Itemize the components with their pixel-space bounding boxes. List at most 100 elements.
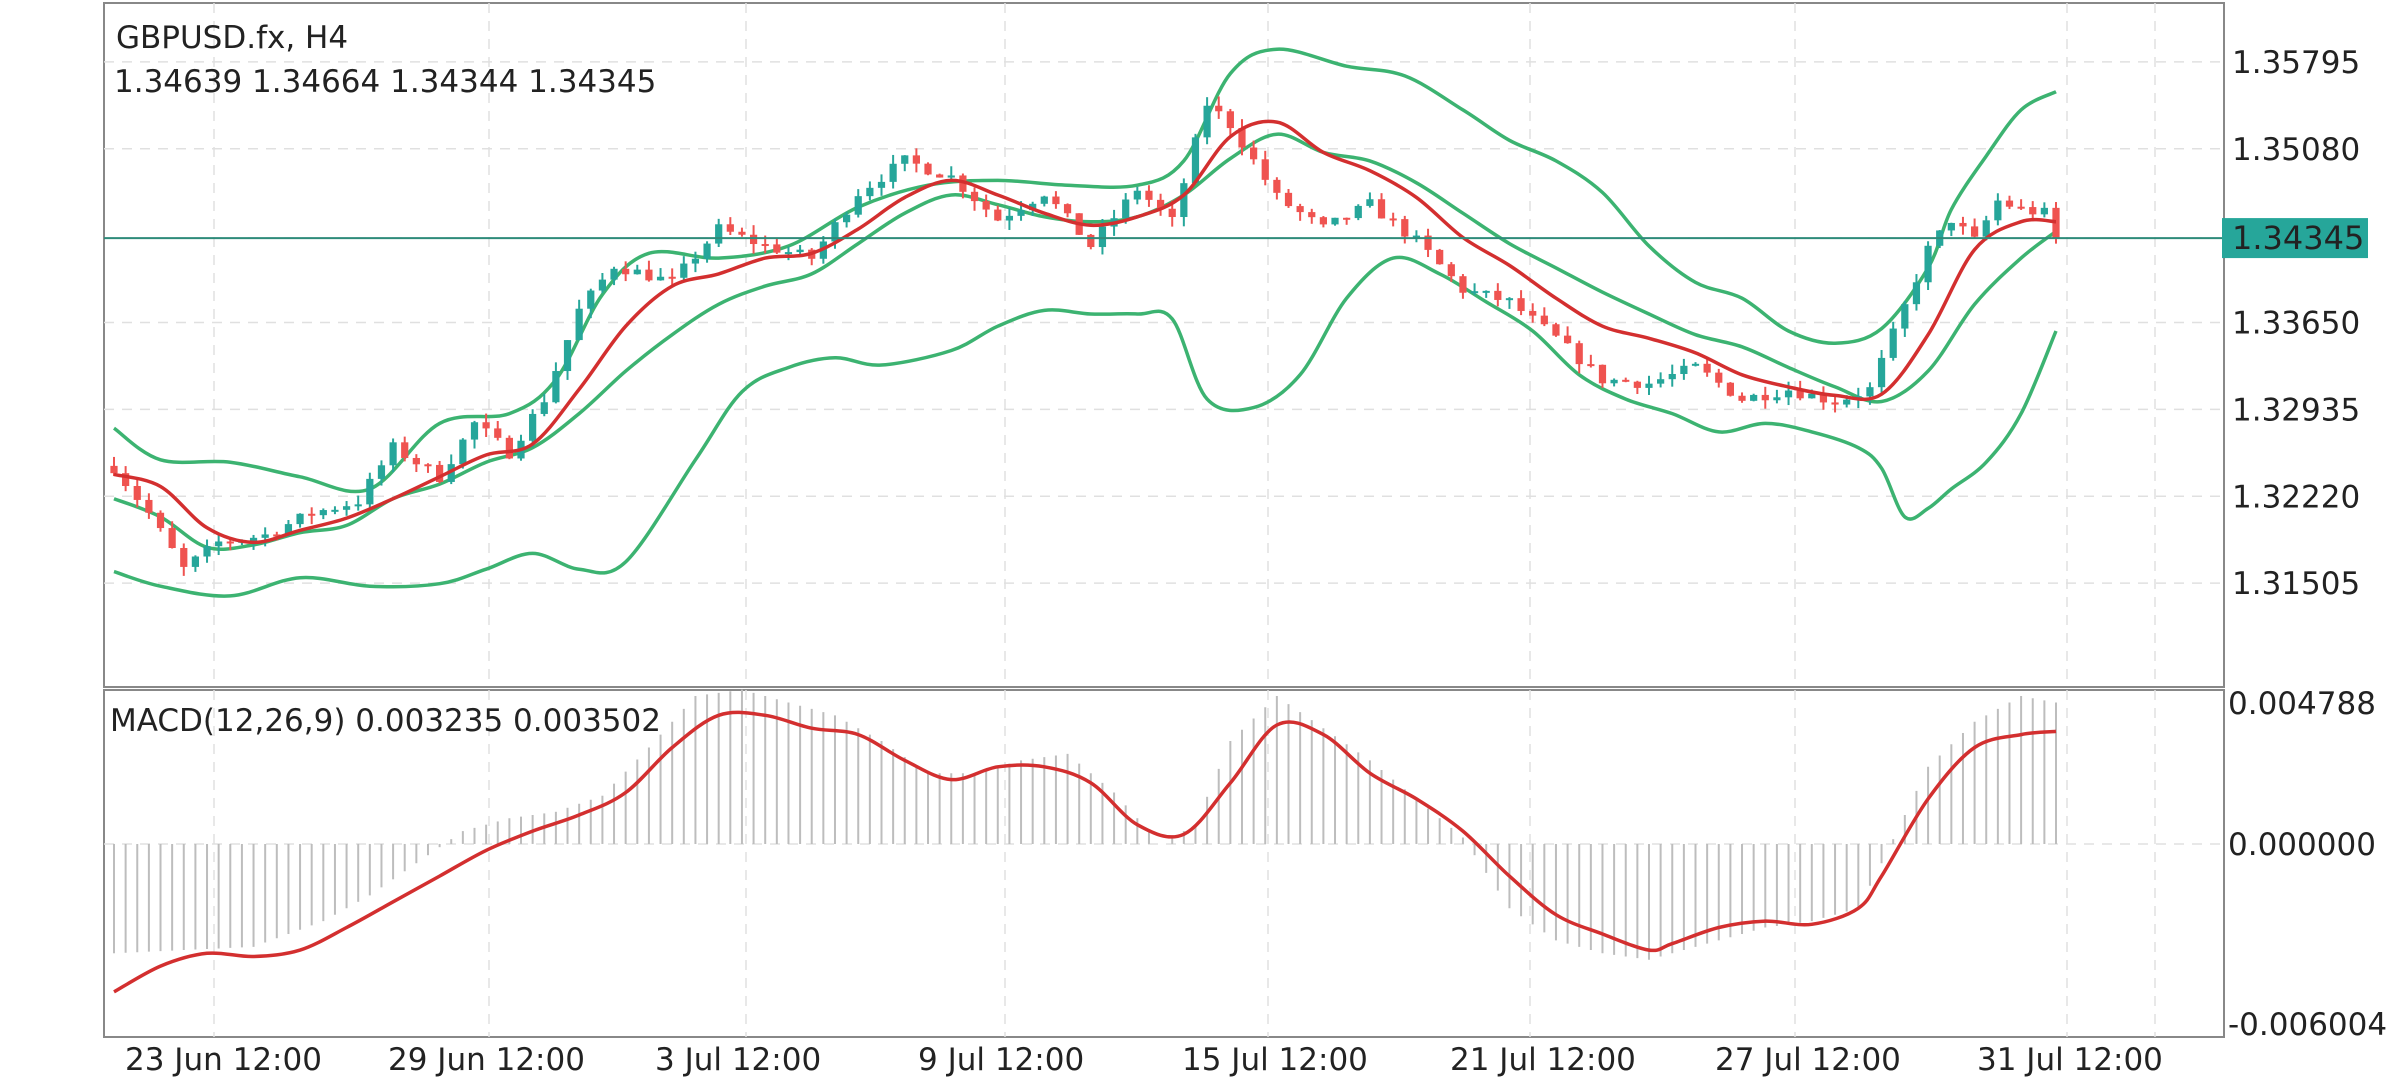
candle-body [773, 244, 781, 253]
candle-body [2017, 206, 2025, 209]
moving-average [113, 119, 2057, 545]
candle [633, 264, 641, 275]
time-axis-label: 3 Jul 12:00 [655, 1042, 821, 1078]
candle-body [1761, 394, 1769, 401]
candle [1924, 241, 1932, 291]
candle-body [1203, 105, 1211, 138]
candle [133, 478, 141, 508]
macd-signal-curve [113, 710, 2057, 994]
candle-body [622, 268, 630, 275]
candle-body [1715, 372, 1723, 383]
candle [1331, 217, 1339, 226]
candle [354, 495, 362, 511]
candle-body [1343, 217, 1351, 220]
candle [738, 227, 746, 237]
candle [1726, 382, 1735, 397]
candle [110, 456, 118, 476]
candle-body [1994, 200, 2002, 221]
candle-body [1331, 217, 1339, 225]
candle-body [1924, 245, 1932, 283]
candle-body [1459, 276, 1467, 293]
candle-body [1436, 249, 1444, 265]
candle [877, 174, 886, 196]
candle [1482, 290, 1490, 298]
candle-body [970, 191, 979, 202]
candle [1970, 218, 1979, 239]
candle [1889, 321, 1897, 361]
candle [1575, 340, 1583, 374]
candle [982, 194, 990, 218]
time-axis-label: 29 Jun 12:00 [388, 1042, 585, 1078]
candle-body [1215, 105, 1223, 112]
candle-body [261, 534, 269, 538]
candle-body [1412, 235, 1421, 238]
candle-body [1389, 218, 1397, 221]
candle-body [959, 175, 967, 192]
candle-body [319, 510, 327, 516]
candle [1587, 354, 1595, 368]
candle [1715, 368, 1723, 388]
candle [1761, 386, 1769, 409]
symbol-title: GBPUSD.fx, H4 [116, 20, 348, 56]
candle [959, 173, 967, 199]
candle [1959, 216, 1967, 235]
candle-body [1633, 381, 1641, 388]
candle [703, 241, 711, 263]
candle-body [726, 224, 734, 232]
candle [645, 260, 653, 282]
candle [1552, 322, 1560, 337]
candle [1877, 350, 1886, 395]
candle-body [1796, 390, 1804, 399]
candle [994, 205, 1002, 222]
candle [726, 217, 734, 236]
time-axis-label: 15 Jul 12:00 [1182, 1042, 1368, 1078]
candle [1005, 208, 1014, 230]
candle-body [377, 465, 386, 479]
candle [1063, 203, 1072, 218]
candle-body [1773, 397, 1781, 401]
candle [1238, 119, 1246, 156]
candle-body [703, 243, 711, 259]
candle [1226, 108, 1234, 136]
candle-body [1738, 395, 1746, 401]
candle-body [1529, 310, 1537, 316]
candle-body [156, 512, 165, 529]
candle [1563, 326, 1572, 344]
candle-body [1726, 382, 1735, 396]
candle-body [505, 437, 513, 459]
candle-body [1668, 373, 1676, 380]
candle [889, 154, 897, 189]
candle-body [645, 269, 653, 281]
candle-body [1133, 190, 1141, 200]
candle-body [749, 234, 758, 245]
candle [1215, 96, 1223, 119]
candle-body [1889, 328, 1897, 358]
candle-body [1587, 364, 1595, 367]
candle-body [1494, 290, 1502, 300]
candle-body [1505, 298, 1514, 301]
candle-body [273, 534, 281, 537]
candle-body [1912, 282, 1921, 305]
candle [1133, 186, 1141, 205]
price-axis-label: 1.32935 [2232, 392, 2360, 428]
candle [1203, 97, 1211, 145]
candle [529, 409, 537, 448]
candle-body [342, 506, 351, 510]
candle-body [982, 201, 990, 210]
candle-body [308, 513, 316, 516]
candle-body [889, 163, 897, 182]
candle [401, 436, 409, 462]
candle-body [1959, 222, 1967, 227]
candle-body [796, 249, 804, 253]
candle-body [668, 276, 676, 279]
candle [505, 435, 513, 460]
candle [331, 506, 339, 515]
candle [203, 539, 211, 563]
candle-body [877, 181, 886, 188]
candle [843, 211, 851, 228]
candle-body [656, 276, 665, 281]
candle [1366, 192, 1374, 208]
candle [796, 244, 804, 254]
candle-body [366, 478, 374, 505]
time-axis-label: 23 Jun 12:00 [125, 1042, 322, 1078]
